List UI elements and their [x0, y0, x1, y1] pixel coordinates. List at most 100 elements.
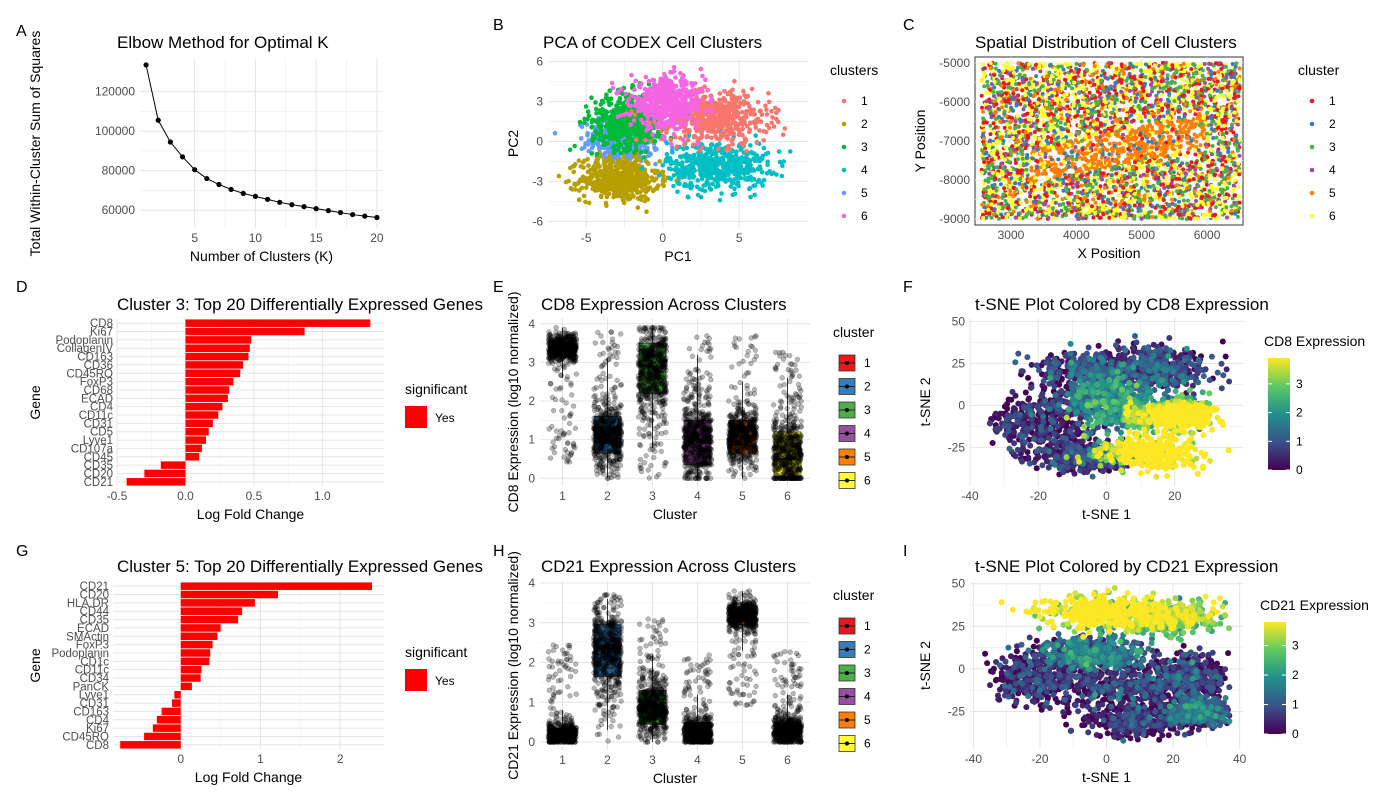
point-cluster-1: [702, 119, 707, 124]
point-cluster-6: [632, 87, 637, 92]
point-cluster-4: [756, 157, 761, 162]
point-cluster-4: [738, 159, 743, 164]
point-cluster-3: [589, 95, 594, 100]
point-cluster-3: [600, 99, 605, 104]
gridlines: [140, 59, 383, 228]
elbow-point: [143, 62, 148, 67]
y-tick-label: 100000: [95, 124, 135, 138]
point-cluster-3: [628, 142, 633, 147]
legend-key: [842, 168, 847, 173]
spatial-point: [1004, 104, 1008, 108]
x-axis-label: PC1: [664, 248, 691, 264]
point-cluster-1: [719, 135, 724, 140]
chart-title: PCA of CODEX Cell Clusters: [543, 33, 762, 52]
point-cluster-1: [774, 117, 779, 122]
scatter-points: [553, 65, 793, 214]
point-cluster-4: [761, 154, 766, 159]
point-cluster-1: [682, 142, 687, 147]
point-cluster-6: [669, 142, 674, 147]
point-cluster-5: [585, 131, 590, 136]
spatial-point: [1135, 62, 1139, 66]
spatial-point: [1042, 134, 1046, 138]
point-cluster-2: [626, 165, 631, 170]
point-cluster-6: [710, 109, 715, 114]
point-cluster-2: [586, 170, 591, 175]
point-cluster-1: [741, 89, 746, 94]
point-cluster-2: [593, 161, 598, 166]
spatial-point: [1236, 215, 1240, 219]
point-cluster-4: [657, 173, 662, 178]
point-cluster-4: [716, 184, 721, 189]
elbow-point: [362, 214, 367, 219]
point-cluster-5: [606, 146, 611, 151]
point-cluster-6: [634, 101, 639, 106]
point-cluster-6: [655, 92, 660, 97]
point-cluster-3: [612, 144, 617, 149]
point-cluster-4: [667, 166, 672, 171]
spatial-point: [1140, 186, 1144, 190]
y-tick-label: 60000: [102, 203, 136, 217]
point-cluster-2: [628, 183, 633, 188]
spatial-point: [1091, 197, 1095, 201]
legend-title: clusters: [830, 62, 878, 78]
point-cluster-4: [774, 172, 779, 177]
point-cluster-4: [710, 152, 715, 157]
spatial-point: [1160, 107, 1164, 111]
point-cluster-6: [673, 112, 678, 117]
point-cluster-3: [589, 125, 594, 130]
point-cluster-2: [625, 196, 630, 201]
point-cluster-4: [700, 153, 705, 158]
elbow-point: [180, 154, 185, 159]
point-cluster-6: [686, 93, 691, 98]
point-cluster-1: [740, 110, 745, 115]
point-cluster-4: [729, 155, 734, 160]
point-cluster-1: [774, 111, 779, 116]
spatial-point: [1133, 214, 1137, 218]
point-cluster-6: [678, 121, 683, 126]
point-cluster-2: [622, 155, 627, 160]
point-cluster-3: [606, 97, 611, 102]
point-cluster-3: [599, 123, 604, 128]
point-cluster-6: [678, 94, 683, 99]
point-cluster-1: [766, 91, 771, 96]
point-cluster-4: [700, 188, 705, 193]
point-cluster-4: [699, 195, 704, 200]
point-cluster-1: [769, 109, 774, 114]
point-cluster-6: [641, 121, 646, 126]
point-cluster-4: [680, 160, 685, 165]
point-cluster-6: [645, 103, 650, 108]
point-cluster-6: [681, 83, 686, 88]
point-cluster-1: [686, 138, 691, 143]
spatial-point: [997, 178, 1001, 182]
y-tick-label: -3: [532, 174, 543, 188]
point-cluster-1: [697, 148, 702, 153]
point-cluster-1: [721, 96, 726, 101]
elbow-point: [253, 194, 258, 199]
point-cluster-4: [710, 158, 715, 163]
point-cluster-1: [715, 108, 720, 113]
point-cluster-1: [770, 115, 775, 120]
point-cluster-6: [690, 84, 695, 89]
point-cluster-3: [609, 121, 614, 126]
point-cluster-4: [744, 158, 749, 163]
point-cluster-6: [646, 109, 651, 114]
point-cluster-2: [662, 178, 667, 183]
point-cluster-2: [620, 195, 625, 200]
point-cluster-2: [630, 194, 635, 199]
point-cluster-3: [654, 134, 659, 139]
elbow-point: [289, 202, 294, 207]
point-cluster-4: [707, 171, 712, 176]
point-cluster-4: [692, 174, 697, 179]
elbow-point: [216, 182, 221, 187]
point-cluster-2: [644, 209, 649, 214]
point-cluster-3: [594, 107, 599, 112]
point-cluster-4: [685, 183, 690, 188]
point-cluster-6: [709, 98, 714, 103]
point-cluster-6: [673, 75, 678, 80]
point-cluster-4: [723, 173, 728, 178]
point-cluster-1: [668, 138, 673, 143]
point-cluster-2: [661, 184, 666, 189]
point-cluster-3: [610, 114, 615, 119]
point-cluster-3: [582, 117, 587, 122]
spatial-point: [1022, 107, 1026, 111]
